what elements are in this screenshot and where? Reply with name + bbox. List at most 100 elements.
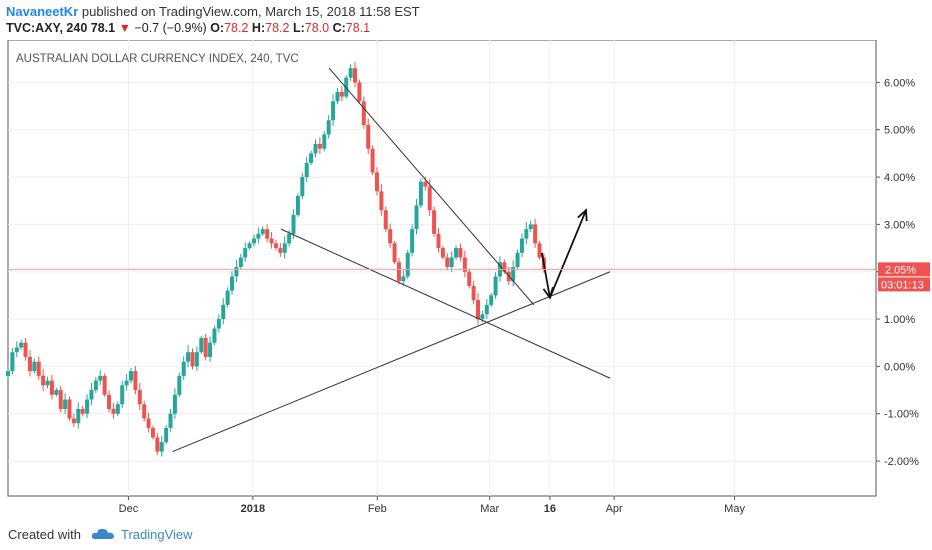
trend-line [172, 271, 611, 453]
countdown-label: 03:01:13 [881, 279, 924, 291]
chart-title: AUSTRALIAN DOLLAR CURRENCY INDEX, 240, T… [16, 53, 299, 65]
candle-body [146, 418, 151, 428]
candle-body [45, 380, 50, 386]
candle-body [107, 394, 112, 409]
x-tick-label: Apr [606, 503, 623, 515]
cloud-logo-icon[interactable] [91, 526, 115, 543]
candle-body [27, 356, 32, 372]
candle-body [41, 375, 46, 386]
x-tick-label: Dec [119, 503, 139, 515]
candle-body [449, 257, 454, 267]
candle-body [124, 380, 129, 386]
symbol-name: TVC:AXY, 240 [6, 21, 88, 35]
arrow-line [541, 252, 551, 298]
candle-body [208, 342, 213, 357]
candle-body [177, 375, 182, 395]
candle-body [533, 224, 538, 244]
created-with-text: Created with [8, 527, 81, 542]
y-tick-label: -1.00% [884, 409, 919, 421]
candle-body [137, 390, 142, 405]
candle-body [221, 304, 226, 320]
plot-frame [7, 40, 877, 497]
high-label: H: [251, 21, 266, 35]
chart-svg[interactable]: 6.00%5.00%4.00%3.00%2.00%1.00%0.00%-1.00… [0, 40, 932, 520]
candle-body [23, 342, 28, 357]
footer: Created with TradingView [8, 526, 193, 543]
candle-body [273, 243, 278, 249]
candle-body [93, 380, 98, 391]
candle-body [282, 243, 287, 253]
candle-body [445, 257, 450, 267]
author-link[interactable]: NavaneetKr [6, 4, 79, 19]
candle-body [383, 210, 388, 230]
candle-body [405, 252, 410, 277]
candle-body [58, 390, 63, 409]
candle-body [489, 295, 494, 305]
candle-body [322, 134, 327, 149]
candle-body [172, 394, 177, 414]
close-label: C: [332, 21, 346, 35]
arrow-line [549, 209, 587, 299]
x-tick-label: Feb [368, 503, 387, 515]
candle-body [199, 338, 204, 353]
candle-body [401, 276, 406, 282]
candle-body [63, 399, 68, 409]
candle-body [287, 233, 292, 244]
candle-body [458, 248, 463, 258]
candle-body [71, 418, 76, 424]
candle-body [164, 427, 169, 443]
open-value: 78.2 [224, 21, 249, 35]
countdown-badge [878, 277, 930, 292]
candle-body [142, 404, 147, 419]
candle-body [370, 148, 375, 173]
tradingview-brand-link[interactable]: TradingView [120, 527, 193, 542]
candle-body [300, 177, 305, 196]
candle-body [115, 404, 120, 414]
candle-body [168, 413, 173, 428]
candle-body [454, 248, 459, 258]
y-tick-label: -2.00% [884, 456, 919, 468]
candle-body [353, 68, 358, 83]
candle-body [374, 172, 379, 192]
candle-body [467, 271, 472, 286]
candle-body [150, 427, 155, 438]
candle-body [6, 371, 10, 376]
y-tick-label: 3.00% [884, 219, 915, 231]
trend-line [328, 67, 535, 306]
candle-body [278, 248, 283, 253]
candle-body [519, 238, 524, 253]
candle-body [181, 361, 186, 376]
price-change: −0.7 (−0.9%) [134, 21, 207, 35]
candle-body [436, 233, 441, 249]
y-tick-label: 6.00% [884, 77, 915, 89]
candle-body [295, 196, 300, 215]
candle-body [462, 257, 467, 272]
candle-body [484, 304, 489, 315]
candle-body [225, 290, 230, 305]
candle-body [243, 248, 248, 258]
candle-body [423, 181, 428, 187]
chart-area[interactable]: 6.00%5.00%4.00%3.00%2.00%1.00%0.00%-1.00… [0, 40, 932, 520]
candle-body [339, 91, 344, 97]
candle-body [256, 233, 261, 239]
candle-body [194, 352, 199, 367]
publish-info: published on TradingView.com, March 15, … [81, 4, 420, 19]
candle-body [155, 437, 160, 452]
candle-body [269, 238, 274, 244]
candle-body [440, 248, 445, 258]
candle-body [67, 399, 72, 419]
x-tick-label: 16 [544, 503, 556, 515]
candle-body [186, 352, 191, 362]
candle-body [493, 276, 498, 296]
candle-body [120, 385, 125, 405]
candle-body [309, 153, 314, 163]
candle-body [76, 409, 81, 424]
candle-body [36, 361, 41, 376]
candle-body [190, 352, 195, 367]
candle-body [348, 68, 353, 78]
open-label: O: [210, 21, 225, 35]
arrow-head-icon [577, 208, 588, 222]
x-tick-label: May [724, 503, 745, 515]
candle-body [260, 229, 265, 234]
candle-body [304, 162, 309, 178]
